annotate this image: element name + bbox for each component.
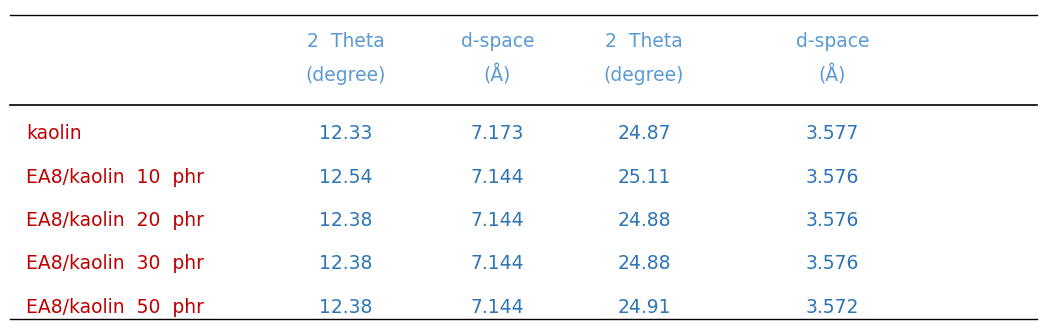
Text: EA8/kaolin  10  phr: EA8/kaolin 10 phr [26, 168, 204, 186]
Text: 2  Theta: 2 Theta [307, 32, 384, 51]
Text: (Å): (Å) [484, 65, 511, 86]
Text: 7.144: 7.144 [470, 168, 525, 186]
Text: kaolin: kaolin [26, 124, 82, 143]
Text: (Å): (Å) [819, 65, 846, 86]
Text: 2  Theta: 2 Theta [605, 32, 683, 51]
Text: 7.144: 7.144 [470, 298, 525, 317]
Text: 7.173: 7.173 [471, 124, 524, 143]
Text: 12.54: 12.54 [318, 168, 373, 186]
Text: (degree): (degree) [306, 66, 385, 85]
Text: 3.572: 3.572 [806, 298, 859, 317]
Text: 24.88: 24.88 [617, 255, 671, 273]
Text: d-space: d-space [796, 32, 869, 51]
Text: 3.576: 3.576 [806, 255, 859, 273]
Text: 7.144: 7.144 [470, 255, 525, 273]
Text: EA8/kaolin  20  phr: EA8/kaolin 20 phr [26, 211, 204, 230]
Text: 12.38: 12.38 [319, 255, 372, 273]
Text: (degree): (degree) [604, 66, 684, 85]
Text: EA8/kaolin  50  phr: EA8/kaolin 50 phr [26, 298, 204, 317]
Text: 12.38: 12.38 [319, 211, 372, 230]
Text: 3.577: 3.577 [806, 124, 859, 143]
Text: 3.576: 3.576 [806, 168, 859, 186]
Text: 24.88: 24.88 [617, 211, 671, 230]
Text: 7.144: 7.144 [470, 211, 525, 230]
Text: 3.576: 3.576 [806, 211, 859, 230]
Text: 24.87: 24.87 [617, 124, 671, 143]
Text: EA8/kaolin  30  phr: EA8/kaolin 30 phr [26, 255, 204, 273]
Text: 12.38: 12.38 [319, 298, 372, 317]
Text: 24.91: 24.91 [617, 298, 671, 317]
Text: 25.11: 25.11 [618, 168, 670, 186]
Text: d-space: d-space [461, 32, 534, 51]
Text: 12.33: 12.33 [319, 124, 372, 143]
